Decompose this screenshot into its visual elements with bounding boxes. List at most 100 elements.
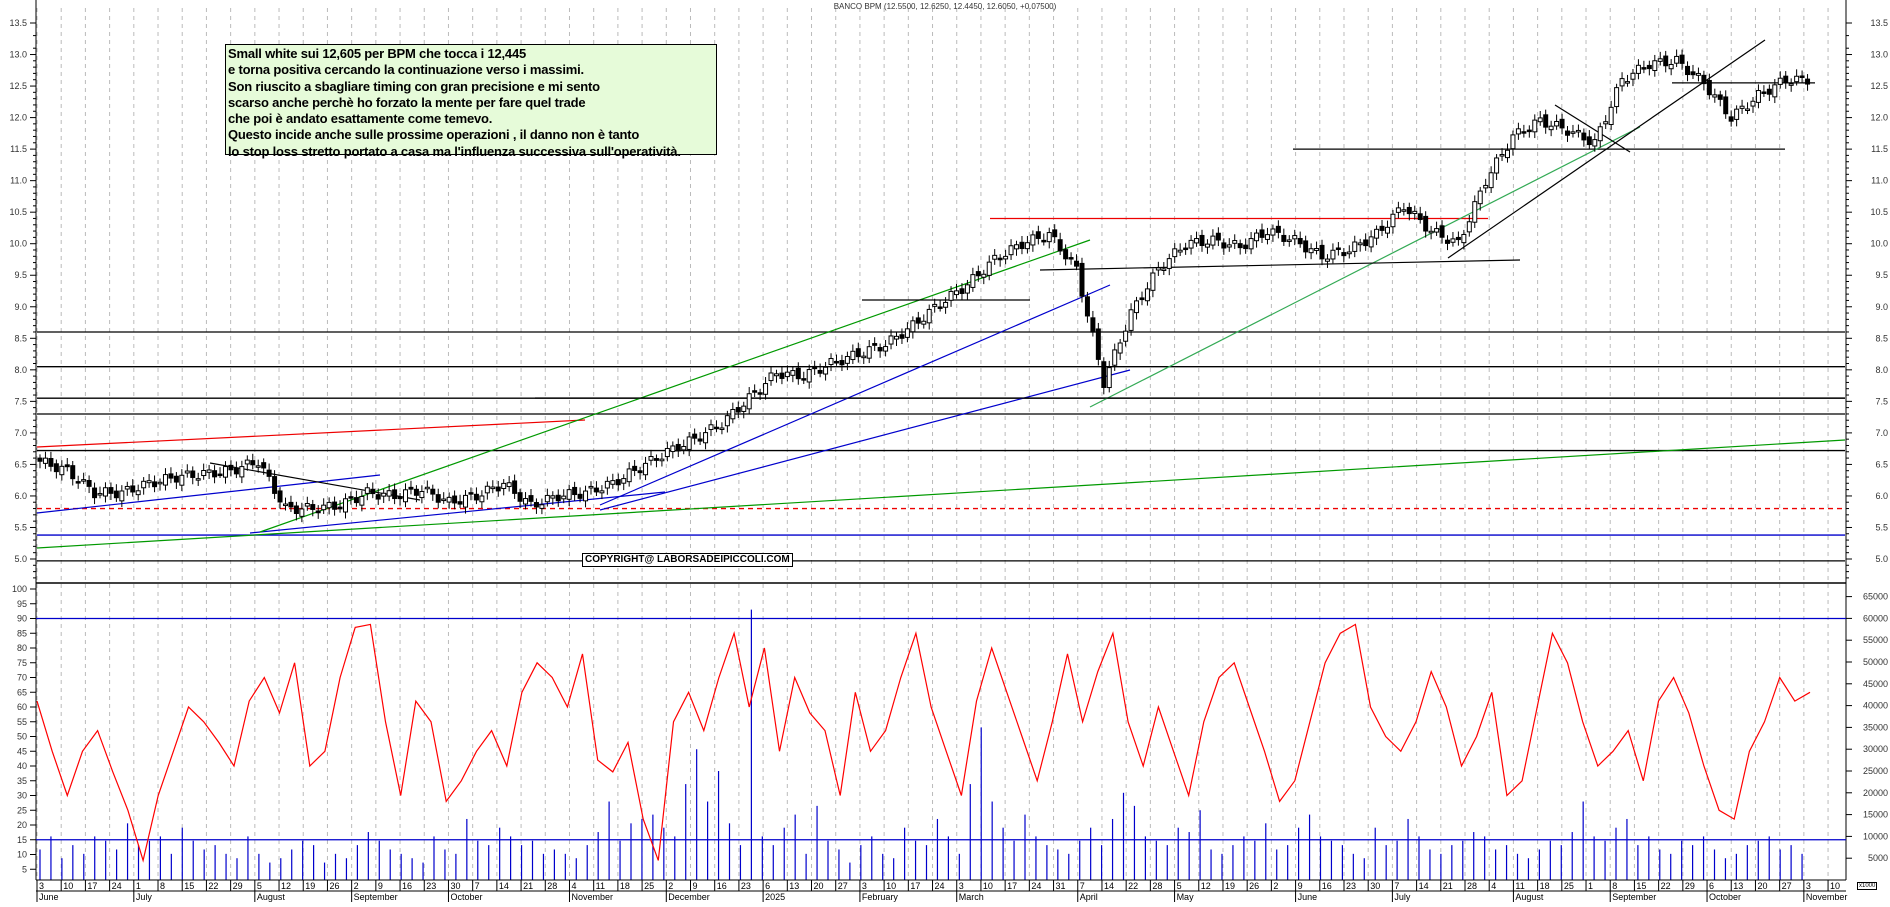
candle-down bbox=[757, 392, 763, 395]
candle-down bbox=[277, 490, 283, 503]
x-week-label: 25 bbox=[644, 881, 654, 891]
candle-up bbox=[1014, 244, 1020, 250]
candle-down bbox=[1084, 296, 1090, 317]
candle-down bbox=[1586, 136, 1592, 146]
candle-up bbox=[1794, 75, 1800, 83]
x-week-label: 23 bbox=[741, 881, 751, 891]
x-week-label: 18 bbox=[620, 881, 630, 891]
x-week-label: 3 bbox=[39, 881, 44, 891]
candle-up bbox=[1466, 221, 1472, 233]
candle-up bbox=[1592, 139, 1598, 147]
candle-up bbox=[1128, 309, 1134, 331]
candle-down bbox=[1063, 249, 1069, 260]
x-week-label: 20 bbox=[814, 881, 824, 891]
osc-tick-label: 40 bbox=[17, 761, 27, 771]
candle-up bbox=[441, 498, 447, 502]
x-month-label: October bbox=[450, 892, 482, 902]
candle-down bbox=[1783, 75, 1789, 83]
candle-up bbox=[670, 445, 676, 453]
candle-up bbox=[1346, 251, 1352, 255]
x-month-label: November bbox=[1806, 892, 1848, 902]
candle-up bbox=[790, 370, 796, 376]
volume-tick-label: 45000 bbox=[1863, 679, 1888, 689]
candle-down bbox=[337, 506, 343, 510]
candle-down bbox=[413, 488, 419, 496]
x-week-label: 7 bbox=[475, 881, 480, 891]
candle-up bbox=[1226, 244, 1232, 248]
candle-up bbox=[1144, 288, 1150, 302]
candle-up bbox=[1477, 190, 1483, 205]
y-tick-label: 13.0 bbox=[1870, 50, 1888, 60]
candle-down bbox=[272, 476, 278, 494]
x-week-label: 7 bbox=[1080, 881, 1085, 891]
osc-tick-label: 10 bbox=[17, 850, 27, 860]
candle-down bbox=[1259, 229, 1265, 238]
candle-down bbox=[1303, 240, 1309, 253]
x-week-label: 12 bbox=[1201, 881, 1211, 891]
candle-down bbox=[468, 492, 474, 495]
candle-down bbox=[1805, 78, 1811, 85]
candle-down bbox=[632, 465, 638, 471]
candle-up bbox=[1112, 349, 1118, 366]
candle-down bbox=[653, 458, 659, 461]
candle-up bbox=[381, 492, 387, 497]
osc-tick-label: 65 bbox=[17, 687, 27, 697]
y-tick-label: 11.5 bbox=[10, 144, 27, 154]
candle-up bbox=[1024, 242, 1030, 250]
candle-down bbox=[266, 469, 272, 477]
x-week-label: 9 bbox=[1298, 881, 1303, 891]
trend-line bbox=[36, 474, 381, 514]
osc-tick-label: 95 bbox=[17, 599, 27, 609]
x-week-label: 23 bbox=[426, 881, 436, 891]
y-tick-label: 13.5 bbox=[9, 18, 27, 28]
candle-up bbox=[1739, 105, 1745, 109]
x-month-label: September bbox=[354, 892, 398, 902]
x-month-label: December bbox=[668, 892, 710, 902]
annotation-line: lo stop loss stretto portato a casa ma l… bbox=[228, 143, 681, 159]
candle-up bbox=[201, 469, 207, 477]
trend-line bbox=[1039, 259, 1521, 271]
candle-down bbox=[1565, 130, 1571, 136]
candle-up bbox=[1292, 235, 1298, 240]
volume-tick-label: 15000 bbox=[1863, 810, 1888, 820]
candle-up bbox=[768, 372, 774, 382]
candle-up bbox=[1270, 228, 1276, 236]
candle-up bbox=[648, 456, 654, 461]
x-week-label: 26 bbox=[329, 881, 339, 891]
chart-title: BANCO BPM (12.5500, 12.6250, 12.4450, 12… bbox=[833, 2, 1057, 11]
x-week-label: 16 bbox=[717, 881, 727, 891]
y-tick-label: 12.5 bbox=[9, 81, 27, 91]
candle-down bbox=[533, 502, 539, 508]
x-week-label: 6 bbox=[765, 881, 770, 891]
candle-down bbox=[1090, 317, 1096, 333]
candle-up bbox=[1172, 248, 1178, 258]
x-week-label: 17 bbox=[87, 881, 97, 891]
candle-down bbox=[817, 369, 823, 374]
candle-up bbox=[484, 485, 490, 494]
candle-down bbox=[1101, 361, 1107, 388]
candle-up bbox=[1003, 255, 1009, 260]
candle-up bbox=[490, 486, 496, 490]
x-week-label: 13 bbox=[789, 881, 799, 891]
y-tick-label: 10.5 bbox=[1870, 207, 1888, 217]
candle-down bbox=[1341, 252, 1347, 257]
candle-up bbox=[1384, 226, 1390, 234]
x-week-label: 5 bbox=[1177, 881, 1182, 891]
candle-down bbox=[1444, 239, 1450, 244]
candle-down bbox=[332, 501, 338, 510]
x-week-label: 2 bbox=[354, 881, 359, 891]
y-tick-label: 5.0 bbox=[14, 554, 27, 564]
candle-up bbox=[195, 478, 201, 481]
candle-up bbox=[1712, 94, 1718, 98]
candle-up bbox=[1357, 242, 1363, 246]
candle-up bbox=[746, 393, 752, 410]
x-week-label: 8 bbox=[160, 881, 165, 891]
osc-tick-label: 75 bbox=[17, 658, 27, 668]
osc-tick-label: 85 bbox=[17, 628, 27, 638]
candle-down bbox=[555, 494, 561, 502]
candle-down bbox=[173, 475, 179, 483]
candle-down bbox=[168, 473, 174, 479]
candle-down bbox=[593, 487, 599, 493]
candle-up bbox=[921, 320, 927, 325]
candle-up bbox=[932, 303, 938, 307]
